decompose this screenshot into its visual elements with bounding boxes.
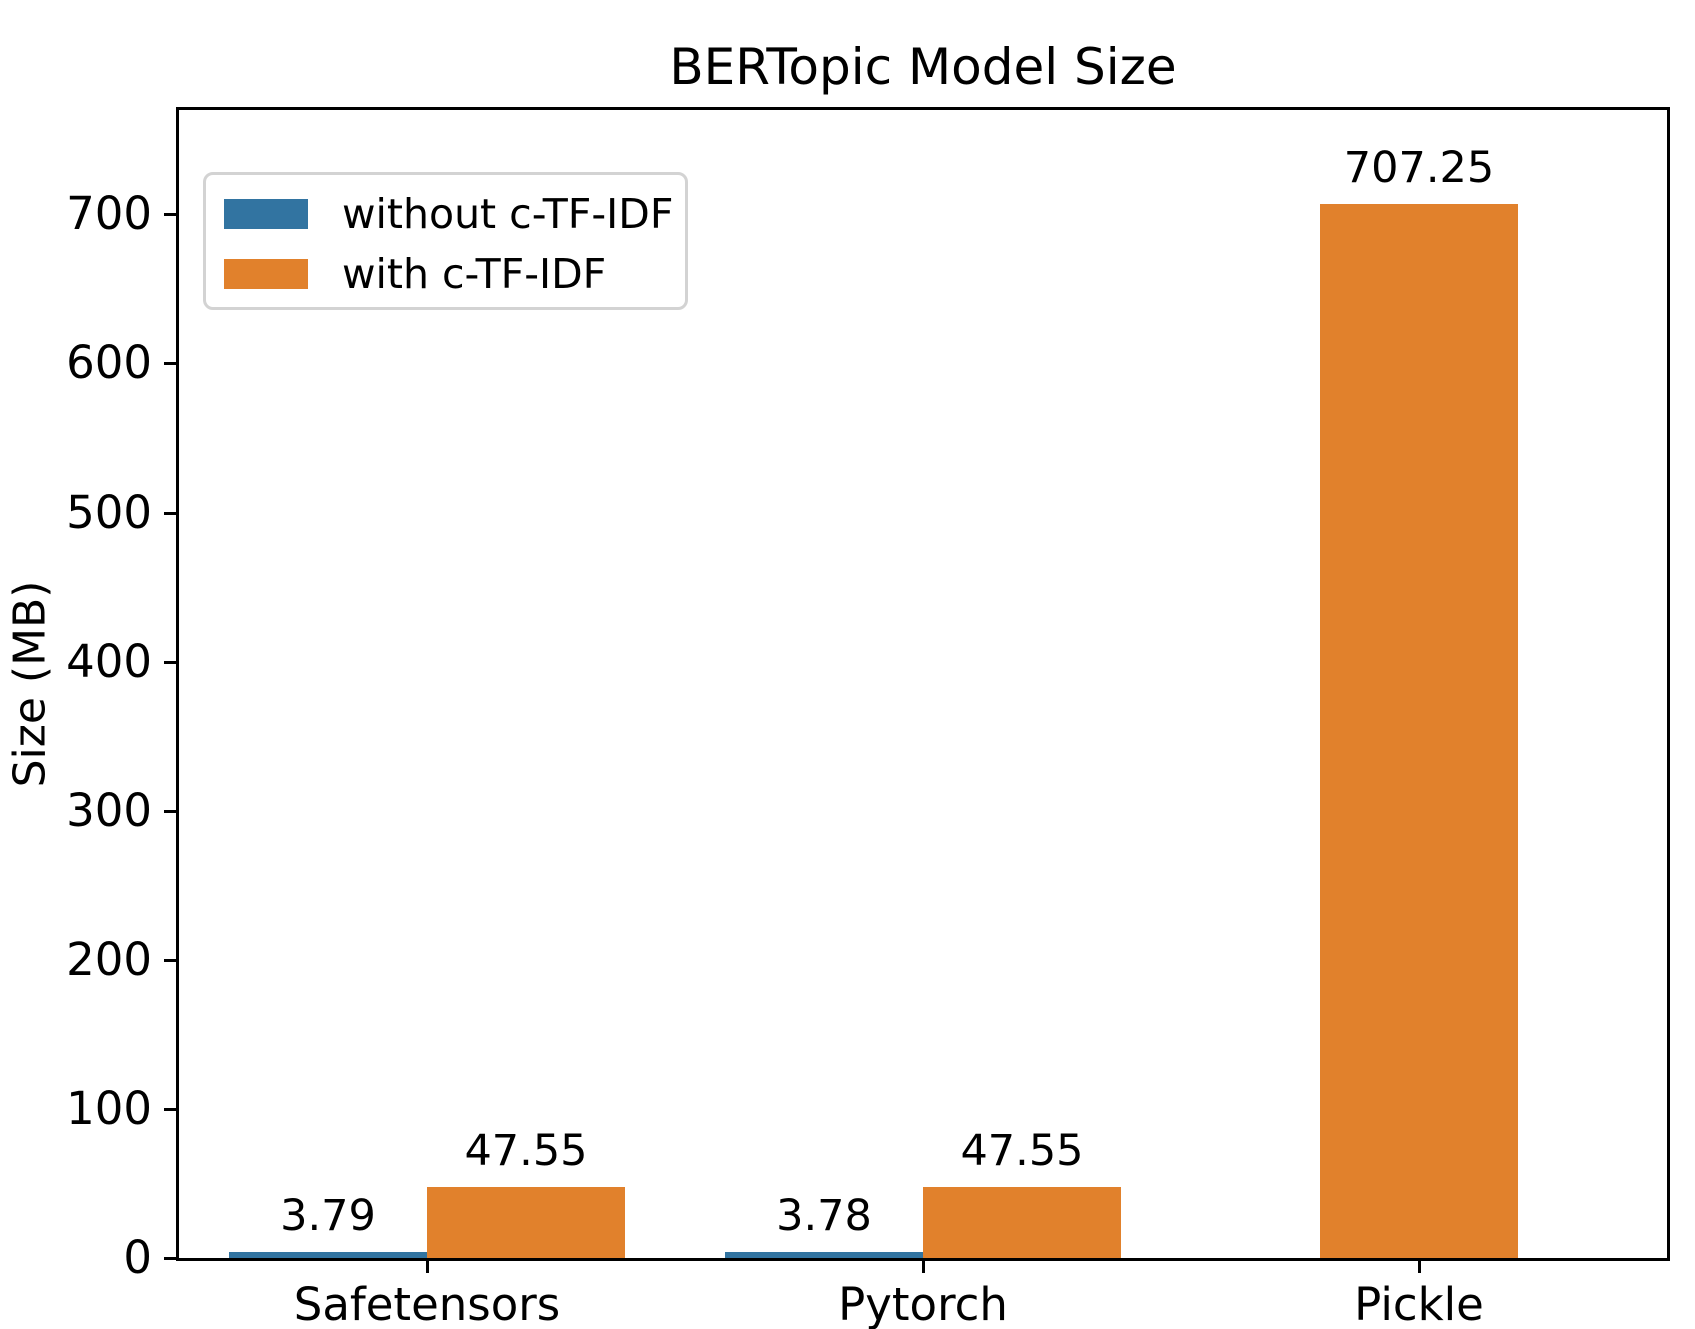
bar-with-c-tf-idf: [923, 1187, 1121, 1258]
y-tick-label: 0: [123, 1231, 152, 1284]
y-tick-label: 300: [66, 784, 152, 837]
bar-value-label: 47.55: [464, 1126, 588, 1176]
x-tick-label: Pickle: [1354, 1278, 1484, 1329]
y-tick-mark: [164, 1108, 177, 1111]
bar-value-label: 3.79: [280, 1191, 376, 1241]
y-tick-mark: [164, 810, 177, 813]
legend-item: without c-TF-IDF: [224, 189, 673, 239]
legend-swatch-icon: [224, 199, 308, 229]
x-tick-mark: [426, 1260, 429, 1273]
legend-label: without c-TF-IDF: [342, 190, 674, 238]
legend-label: with c-TF-IDF: [342, 250, 607, 298]
bar-with-c-tf-idf: [427, 1187, 625, 1258]
bar-value-label: 47.55: [960, 1126, 1084, 1176]
x-tick-label: Safetensors: [293, 1278, 561, 1329]
bar-with-c-tf-idf: [1320, 204, 1518, 1258]
y-tick-mark: [164, 661, 177, 664]
y-tick-label: 500: [66, 486, 152, 539]
y-tick-mark: [164, 362, 177, 365]
bar-value-label: 3.78: [776, 1191, 872, 1241]
legend: without c-TF-IDF with c-TF-IDF: [203, 172, 688, 310]
bar-without-c-tf-idf: [725, 1252, 923, 1258]
y-tick-mark: [164, 959, 177, 962]
y-tick-mark: [164, 512, 177, 515]
x-tick-label: Pytorch: [838, 1278, 1008, 1329]
bar-without-c-tf-idf: [229, 1252, 427, 1258]
y-tick-label: 100: [66, 1082, 152, 1135]
y-tick-label: 200: [66, 933, 152, 986]
plot-area: [176, 107, 1670, 1261]
y-tick-label: 400: [66, 635, 152, 688]
x-tick-mark: [922, 1260, 925, 1273]
y-tick-label: 700: [66, 187, 152, 240]
y-tick-label: 600: [66, 336, 152, 389]
y-tick-mark: [164, 1257, 177, 1260]
x-tick-mark: [1418, 1260, 1421, 1273]
legend-item: with c-TF-IDF: [224, 249, 667, 299]
y-tick-mark: [164, 213, 177, 216]
bar-value-label: 707.25: [1343, 143, 1495, 193]
chart-title: BERTopic Model Size: [669, 38, 1177, 96]
legend-swatch-icon: [224, 259, 308, 289]
